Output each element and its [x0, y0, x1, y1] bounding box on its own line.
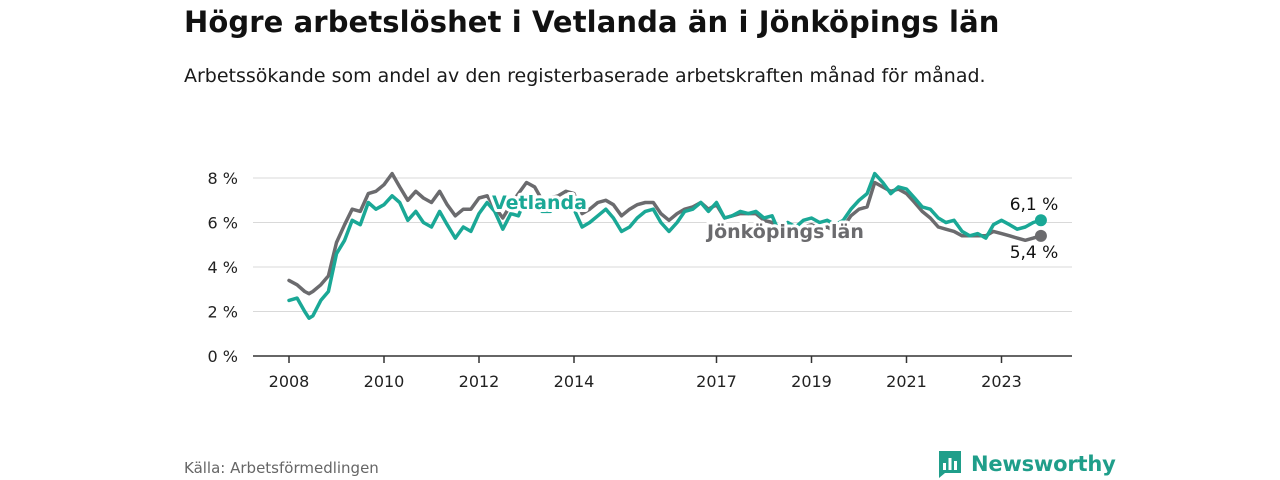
- series-labels: Vetlanda Jönköpings län 6,1 % 5,4 %: [489, 189, 1061, 266]
- x-tick-label: 2023: [981, 372, 1022, 391]
- end-label-vetlanda: 6,1 %: [1010, 195, 1059, 215]
- brand-name: Newsworthy: [971, 452, 1116, 476]
- brand-logo[interactable]: Newsworthy: [937, 449, 1116, 479]
- end-label-jonkopings-lan: 5,4 %: [1010, 243, 1059, 263]
- grid-lines: [253, 177, 1072, 357]
- x-tick-label: 2010: [364, 372, 405, 391]
- series-line-vetlanda: [287, 171, 1043, 320]
- newsworthy-bar-chart-icon: [939, 451, 961, 478]
- x-tick-label: 2008: [269, 372, 310, 391]
- x-tick-label: 2014: [554, 372, 595, 391]
- series-lines: [287, 171, 1047, 320]
- x-axis-ticks: 2008 2010 2012 2014 2017 2019 2021 2023: [269, 356, 1022, 391]
- x-tick-label: 2017: [696, 372, 737, 391]
- x-tick-label: 2019: [791, 372, 832, 391]
- y-tick-label: 2 %: [208, 303, 238, 322]
- y-tick-label: 0 %: [208, 347, 238, 366]
- y-axis-ticks: 0 % 2 % 4 % 6 % 8 %: [208, 169, 238, 366]
- series-label-vetlanda: Vetlanda: [492, 192, 587, 214]
- end-point-jonkopings-lan: [1034, 229, 1047, 242]
- series-label-jonkopings-lan: Jönköpings län: [705, 221, 864, 243]
- y-tick-label: 8 %: [208, 169, 238, 188]
- chart-title: Högre arbetslöshet i Vetlanda än i Jönkö…: [184, 5, 1000, 39]
- y-tick-label: 4 %: [208, 258, 238, 277]
- line-chart: 0 % 2 % 4 % 6 % 8 % 2008 2010 2012 2014 2017 2019…: [208, 169, 1072, 391]
- x-tick-label: 2012: [459, 372, 500, 391]
- source-note: Källa: Arbetsförmedlingen: [184, 459, 379, 477]
- y-tick-label: 6 %: [208, 214, 238, 233]
- series-line-jonkopings-lan: [287, 171, 1043, 296]
- chart-subtitle: Arbetssökande som andel av den registerb…: [184, 65, 986, 87]
- x-tick-label: 2021: [886, 372, 927, 391]
- end-point-vetlanda: [1034, 214, 1047, 227]
